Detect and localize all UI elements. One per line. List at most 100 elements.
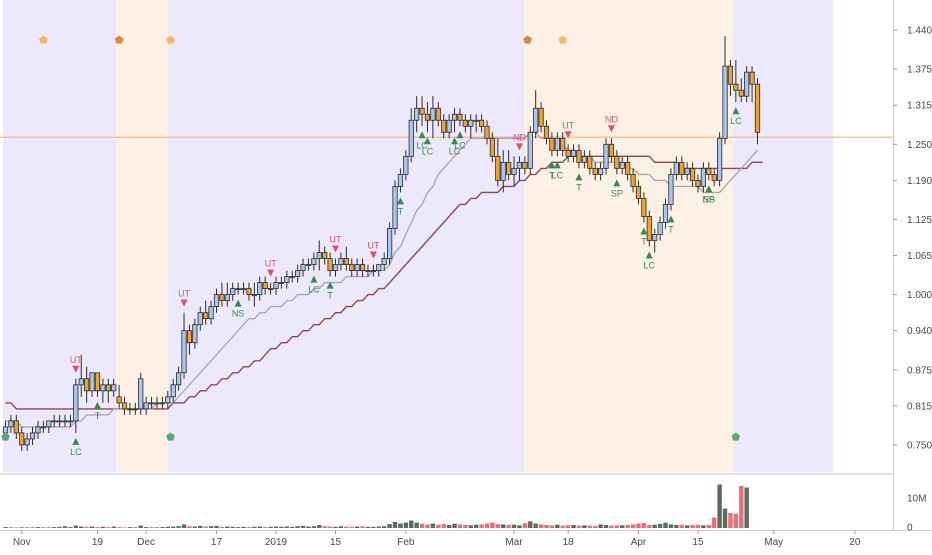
candle-body xyxy=(576,149,582,163)
candle-body xyxy=(506,161,512,175)
candle-body xyxy=(197,312,203,326)
price-tick-label: 0.815 xyxy=(907,401,932,412)
candle xyxy=(94,372,101,397)
signal-arrow-up xyxy=(667,215,675,223)
candle-body xyxy=(403,155,409,175)
volume-bar xyxy=(311,526,317,528)
candle-body xyxy=(370,270,376,272)
time-tick-label: Nov xyxy=(13,537,31,548)
candle xyxy=(165,390,171,409)
candle xyxy=(343,246,349,271)
candle-body xyxy=(273,282,279,290)
volume-bar xyxy=(89,526,95,528)
signal-sp: SP xyxy=(611,179,623,198)
time-tick-label: Apr xyxy=(631,537,647,548)
candle-body xyxy=(603,143,609,169)
volume-bar xyxy=(192,526,198,528)
candle-body xyxy=(132,408,138,411)
candle xyxy=(538,102,544,133)
volume-bar xyxy=(57,526,62,528)
candle-body xyxy=(462,119,468,127)
candle xyxy=(138,372,144,415)
volume-bar xyxy=(376,526,381,528)
candle-body xyxy=(646,216,652,241)
volume-bar xyxy=(225,526,230,528)
candle xyxy=(403,150,409,181)
volume-bar xyxy=(436,524,441,528)
volume-bar xyxy=(517,525,522,528)
volume-bar xyxy=(268,526,273,528)
candle-body xyxy=(186,330,193,344)
volume-bar xyxy=(473,524,479,528)
candle-body xyxy=(662,204,669,223)
candle xyxy=(143,396,149,415)
candle-body xyxy=(533,107,539,133)
volume-bar xyxy=(68,527,73,528)
candle-body xyxy=(121,402,128,410)
signal-lc: LC xyxy=(454,131,466,150)
candle-body xyxy=(159,402,165,405)
signal-arrow-down xyxy=(515,143,523,151)
time-tick-label: Mar xyxy=(505,537,523,548)
candle xyxy=(208,300,214,325)
candle-body xyxy=(213,294,220,308)
candle xyxy=(381,252,387,271)
candle-body xyxy=(257,282,263,296)
candle-body xyxy=(738,89,744,97)
candle xyxy=(349,258,355,277)
volume-bar xyxy=(257,526,262,528)
candle-body xyxy=(397,173,404,187)
volume-bar xyxy=(582,525,587,528)
candle-body xyxy=(295,270,301,277)
candle xyxy=(300,258,306,277)
candle-body xyxy=(311,258,317,265)
candle xyxy=(176,366,182,391)
volume-bar xyxy=(300,525,306,528)
candle xyxy=(484,120,490,145)
candle-body xyxy=(522,161,528,169)
volume-bar xyxy=(295,526,300,528)
candle xyxy=(289,270,295,283)
signal-arrow-down xyxy=(72,365,80,373)
candle-body xyxy=(78,378,84,386)
signal-lc: LC xyxy=(422,137,434,156)
candle-body xyxy=(332,264,339,271)
candle-body xyxy=(652,234,658,241)
signal-label: ND xyxy=(513,132,526,142)
volume-bar xyxy=(73,525,79,528)
candles xyxy=(2,36,761,451)
candle-body xyxy=(614,155,620,169)
volume-bar xyxy=(111,526,116,528)
signal-arrow-up xyxy=(451,137,459,145)
time-axis: Nov 19 Dec 17 2019 15 Feb Mar 18 Apr 15 May 20 xyxy=(13,530,861,548)
candle xyxy=(322,246,328,265)
candle xyxy=(170,378,176,403)
candle-body xyxy=(365,270,371,272)
candle-body xyxy=(8,420,14,428)
signal-label: UT xyxy=(70,355,82,365)
volume-bar xyxy=(603,525,609,528)
candle xyxy=(219,282,225,307)
candle-body xyxy=(127,408,133,411)
candle xyxy=(154,396,160,409)
signal-arrow-up xyxy=(234,299,242,307)
green-marker xyxy=(731,432,741,441)
price-axis: 1.440 1.375 1.315 1.250 1.190 1.125 1.065 1.000… xyxy=(893,26,932,534)
candle-body xyxy=(219,294,225,302)
signal-label: LC xyxy=(730,116,742,126)
candle-body xyxy=(13,420,19,434)
candle-body xyxy=(635,185,642,199)
signal-arrow-up xyxy=(310,275,318,283)
signal-lc: LC xyxy=(730,107,742,126)
candle xyxy=(213,288,220,313)
candle xyxy=(527,126,533,175)
candle-body xyxy=(527,131,533,169)
volume-bar xyxy=(592,525,598,528)
green-marker xyxy=(1,432,10,441)
band-marker xyxy=(114,35,124,44)
candle xyxy=(446,114,452,139)
candle-body xyxy=(67,420,74,423)
candle xyxy=(543,120,550,145)
volume-bar xyxy=(403,522,409,528)
